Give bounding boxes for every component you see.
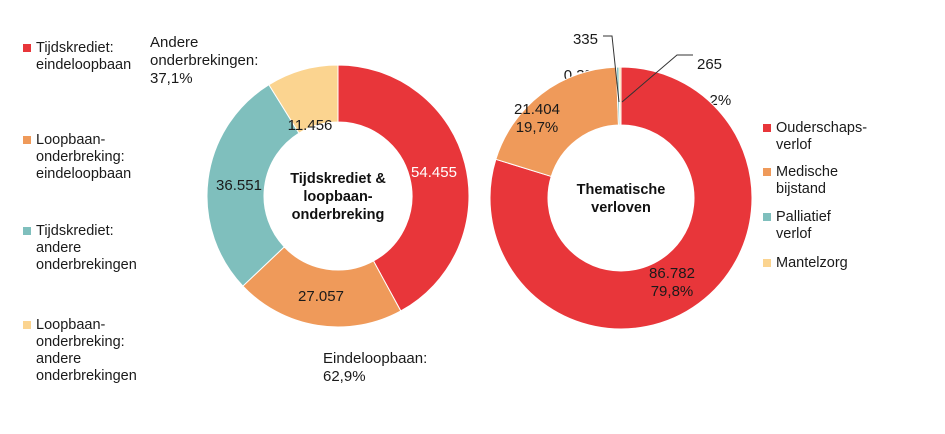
data-label-value: 36.551 (216, 177, 262, 194)
legend-swatch (763, 213, 771, 221)
data-label-value: 21.404 (514, 101, 560, 118)
legend-item: Medische bijstand (763, 164, 838, 198)
legend-swatch (763, 124, 771, 132)
leader-lines (603, 35, 693, 103)
data-label-percent: 19,7% (516, 119, 559, 136)
legend-swatch (23, 321, 31, 329)
legend-label: Loopbaan- onderbreking: andere onderbrek… (36, 317, 137, 384)
annotation-andere-onderbrekingen: Andere onderbrekingen: 37,1% (150, 34, 259, 87)
legend-swatch (763, 259, 771, 267)
legend-label: Medische bijstand (776, 164, 839, 197)
data-label-value: 86.782 (649, 265, 695, 282)
data-label-percent: 79,8% (651, 283, 694, 300)
legend-item: Loopbaan- onderbreking: eindeloopbaan (23, 132, 131, 183)
leader-line-palliatief (603, 35, 620, 103)
data-label-value: 27.057 (298, 288, 344, 305)
legend-item: Tijdskrediet: eindeloopbaan (23, 40, 131, 74)
data-label-value: 11.456 (288, 117, 333, 134)
legend-label: Mantelzorg (776, 255, 848, 271)
callout-value: 265 (697, 56, 723, 73)
donut-center-label: Thematische (577, 182, 666, 198)
legend-item: Tijdskrediet: andere onderbrekingen (23, 223, 137, 274)
donut-center-label: Tijdskrediet & (290, 171, 386, 187)
legend-label: Loopbaan- onderbreking: eindeloopbaan (36, 132, 132, 182)
donut-slice-2 (242, 246, 402, 328)
donut-center-label: loopbaan- (303, 189, 372, 205)
legend-swatch (763, 168, 771, 176)
legend-swatch (23, 227, 31, 235)
donut-slice-4 (618, 66, 622, 126)
annotation-eindeloopbaan: Eindeloopbaan: 62,9% (323, 350, 428, 385)
legend-swatch (23, 136, 31, 144)
donut-slice-1 (337, 64, 470, 312)
donut-slice-1 (489, 66, 753, 330)
legend-item: Palliatief verlof (763, 209, 831, 243)
donut-slice-4 (268, 64, 339, 134)
legend-swatch (23, 44, 31, 52)
legend-label: Palliatief verlof (776, 209, 831, 242)
donut-center-label: onderbreking (292, 207, 385, 223)
callout-value: 335 (572, 31, 598, 48)
legend-item: Mantelzorg (763, 255, 848, 272)
donut-center-label: verloven (591, 200, 651, 216)
legend-label: Tijdskrediet: andere onderbrekingen (36, 223, 137, 273)
legend-label: Ouderschaps- verlof (776, 120, 868, 153)
data-label-value: 54.455 (411, 164, 457, 181)
leader-line-mantelzorg (621, 54, 693, 103)
donut-slice-3 (206, 84, 300, 287)
legend-item: Ouderschaps- verlof (763, 120, 867, 154)
legend-item: Loopbaan- onderbreking: andere onderbrek… (23, 317, 137, 385)
donut-left: 54.455 27.057 36.551 11.456 Tijdskrediet & lo… (206, 64, 470, 328)
legend-label: Tijdskrediet: eindeloopbaan (36, 40, 132, 73)
